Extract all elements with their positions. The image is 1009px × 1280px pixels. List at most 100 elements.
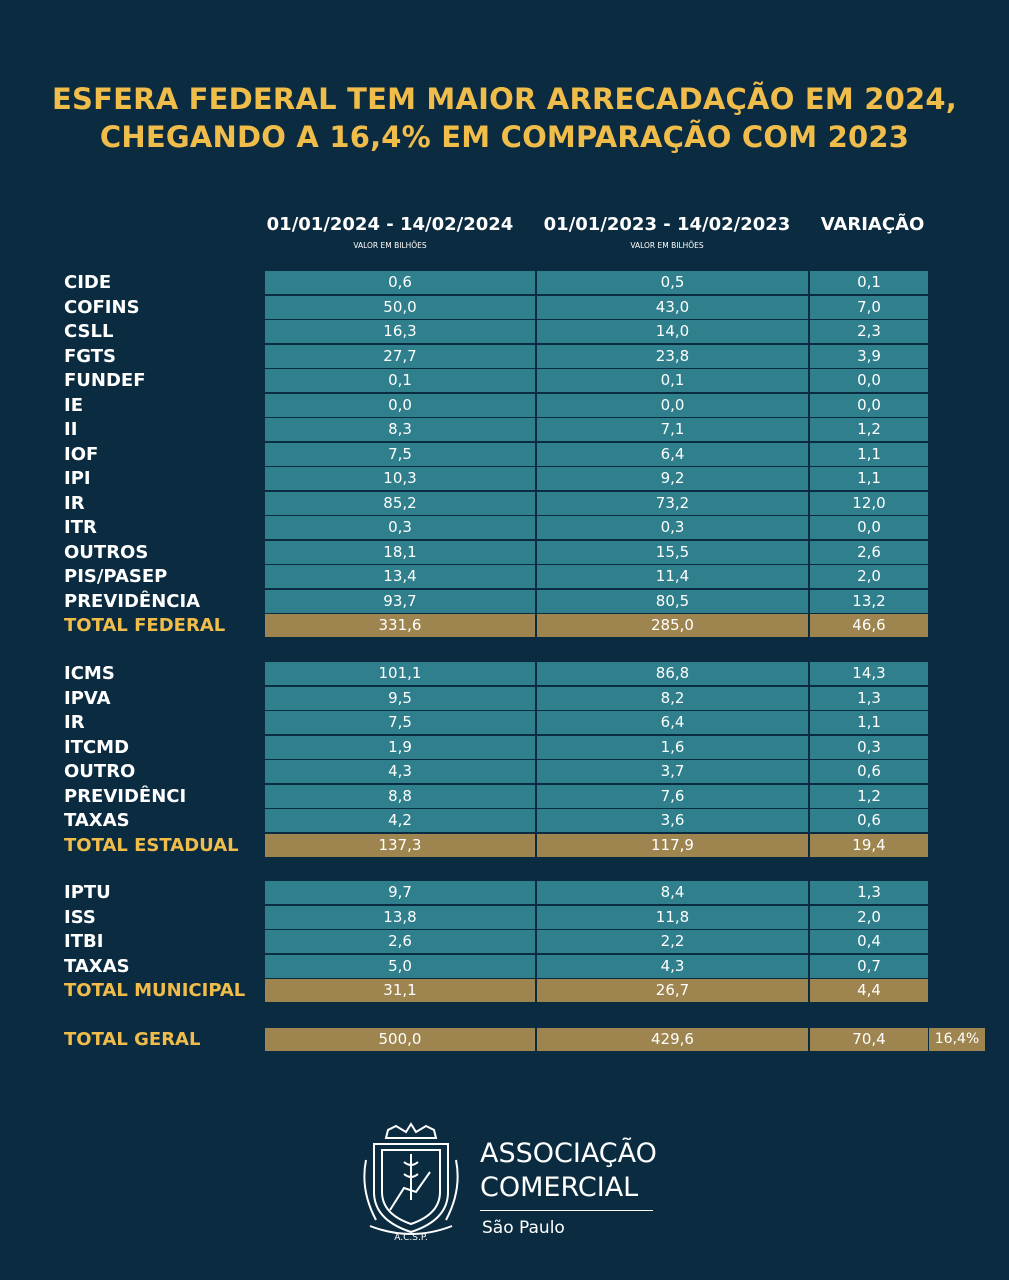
table-row: OUTROS 18,1 15,5 2,6	[0, 540, 1009, 564]
row-label: COFINS	[64, 296, 140, 318]
value-variacao-cell: 1,1	[810, 442, 928, 466]
value-variacao-cell: 0,1	[810, 271, 928, 294]
value-2023-cell: 0,0	[537, 393, 808, 417]
value-2023-cell: 86,8	[537, 662, 808, 685]
value-2023-cell: 9,2	[537, 467, 808, 490]
total-label: TOTAL FEDERAL	[64, 615, 226, 636]
value-variacao-cell: 0,6	[810, 760, 928, 783]
table-row: IPTU 9,7 8,4 1,3	[0, 881, 1009, 904]
value-2024-cell: 137,3	[265, 833, 535, 857]
total-row: TOTAL ESTADUAL 137,3 117,9 19,4	[0, 833, 1009, 857]
value-2023-cell: 8,2	[537, 686, 808, 710]
table-row: COFINS 50,0 43,0 7,0	[0, 295, 1009, 319]
column-header-variacao: VARIAÇÃO	[820, 214, 925, 235]
table-row: OUTRO 4,3 3,7 0,6	[0, 760, 1009, 783]
row-label: OUTRO	[64, 761, 136, 782]
value-2023-cell: 6,4	[537, 711, 808, 734]
value-2024-cell: 0,0	[265, 393, 535, 417]
page-title: ESFERA FEDERAL TEM MAIOR ARRECADAÇÃO EM …	[0, 80, 1009, 156]
value-2024-cell: 2,6	[265, 930, 535, 953]
row-label: FUNDEF	[64, 370, 146, 391]
table-row: ITCMD 1,9 1,6 0,3	[0, 735, 1009, 759]
value-variacao-cell: 2,6	[810, 540, 928, 564]
value-2024-cell: 9,5	[265, 686, 535, 710]
value-variacao-cell: 12,0	[810, 491, 928, 515]
table-row: ITR 0,3 0,3 0,0	[0, 516, 1009, 539]
value-2024-cell: 16,3	[265, 320, 535, 343]
value-variacao-cell: 13,2	[810, 589, 928, 613]
table-row: ISS 13,8 11,8 2,0	[0, 905, 1009, 929]
value-variacao-cell: 1,2	[810, 418, 928, 441]
total-label: TOTAL MUNICIPAL	[64, 980, 246, 1001]
value-2024-cell: 13,8	[265, 905, 535, 929]
row-label: ITCMD	[64, 736, 130, 758]
value-2023-cell: 2,2	[537, 930, 808, 953]
value-variacao-cell: 0,6	[810, 809, 928, 832]
row-label: PREVIDÊNCIA	[64, 590, 201, 612]
value-variacao-cell: 0,7	[810, 954, 928, 978]
value-variacao-cell: 0,4	[810, 930, 928, 953]
value-2023-cell: 80,5	[537, 589, 808, 613]
value-2024-cell: 93,7	[265, 589, 535, 613]
table-row: PIS/PASEP 13,4 11,4 2,0	[0, 565, 1009, 588]
value-2023-cell: 8,4	[537, 881, 808, 904]
row-label: CSLL	[64, 321, 114, 342]
total-row: TOTAL FEDERAL 331,6 285,0 46,6	[0, 614, 1009, 637]
value-2023-cell: 117,9	[537, 833, 808, 857]
row-label: ITR	[64, 517, 97, 538]
table-row: IPVA 9,5 8,2 1,3	[0, 686, 1009, 710]
logo-text: A.C.S.P.	[394, 1233, 427, 1243]
table-row: II 8,3 7,1 1,2	[0, 418, 1009, 441]
row-label: IR	[64, 712, 85, 733]
value-2023-cell: 6,4	[537, 442, 808, 466]
row-label: ISS	[64, 906, 96, 928]
value-2023-cell: 0,5	[537, 271, 808, 294]
value-variacao-cell: 1,1	[810, 467, 928, 490]
row-label: PREVIDÊNCI	[64, 785, 187, 807]
row-label: IPI	[64, 468, 91, 489]
table-row: CSLL 16,3 14,0 2,3	[0, 320, 1009, 343]
value-2024-cell: 4,3	[265, 760, 535, 783]
value-2024-cell: 101,1	[265, 662, 535, 685]
organization-divider	[480, 1210, 653, 1211]
total-row: TOTAL GERAL 500,0 429,6 70,4 16,4%	[0, 1028, 1009, 1051]
value-variacao-cell: 1,3	[810, 881, 928, 904]
row-label: IPVA	[64, 687, 111, 709]
row-label: IPTU	[64, 882, 111, 903]
value-2024-cell: 8,8	[265, 784, 535, 808]
value-2024-cell: 0,1	[265, 369, 535, 392]
row-label: IE	[64, 394, 83, 416]
value-2024-cell: 0,3	[265, 516, 535, 539]
value-variacao-cell: 0,0	[810, 516, 928, 539]
value-variacao-cell: 70,4	[810, 1028, 928, 1051]
value-2023-cell: 0,3	[537, 516, 808, 539]
value-2024-cell: 31,1	[265, 979, 535, 1002]
value-2024-cell: 500,0	[265, 1028, 535, 1051]
value-2023-cell: 15,5	[537, 540, 808, 564]
value-2024-cell: 4,2	[265, 809, 535, 832]
value-2024-cell: 27,7	[265, 344, 535, 368]
row-label: TAXAS	[64, 955, 130, 977]
row-label: ICMS	[64, 663, 115, 684]
value-2023-cell: 3,6	[537, 809, 808, 832]
value-2024-cell: 1,9	[265, 735, 535, 759]
value-2023-cell: 0,1	[537, 369, 808, 392]
value-variacao-cell: 46,6	[810, 614, 928, 637]
row-label: FGTS	[64, 345, 116, 367]
table-row: TAXAS 4,2 3,6 0,6	[0, 809, 1009, 832]
value-2024-cell: 9,7	[265, 881, 535, 904]
total-row: TOTAL MUNICIPAL 31,1 26,7 4,4	[0, 979, 1009, 1002]
value-2024-cell: 5,0	[265, 954, 535, 978]
table-row: PREVIDÊNCIA 93,7 80,5 13,2	[0, 589, 1009, 613]
column-subheader-2023: VALOR EM BILHÕES	[630, 241, 704, 250]
value-variacao-cell: 7,0	[810, 295, 928, 319]
row-label: PIS/PASEP	[64, 566, 168, 587]
value-variacao-cell: 2,3	[810, 320, 928, 343]
table-row: FGTS 27,7 23,8 3,9	[0, 344, 1009, 368]
row-label: ITBI	[64, 931, 104, 952]
value-2024-cell: 7,5	[265, 711, 535, 734]
title-line-1: ESFERA FEDERAL TEM MAIOR ARRECADAÇÃO EM …	[52, 82, 957, 116]
row-label: IR	[64, 492, 85, 514]
value-2024-cell: 13,4	[265, 565, 535, 588]
table-row: IR 7,5 6,4 1,1	[0, 711, 1009, 734]
